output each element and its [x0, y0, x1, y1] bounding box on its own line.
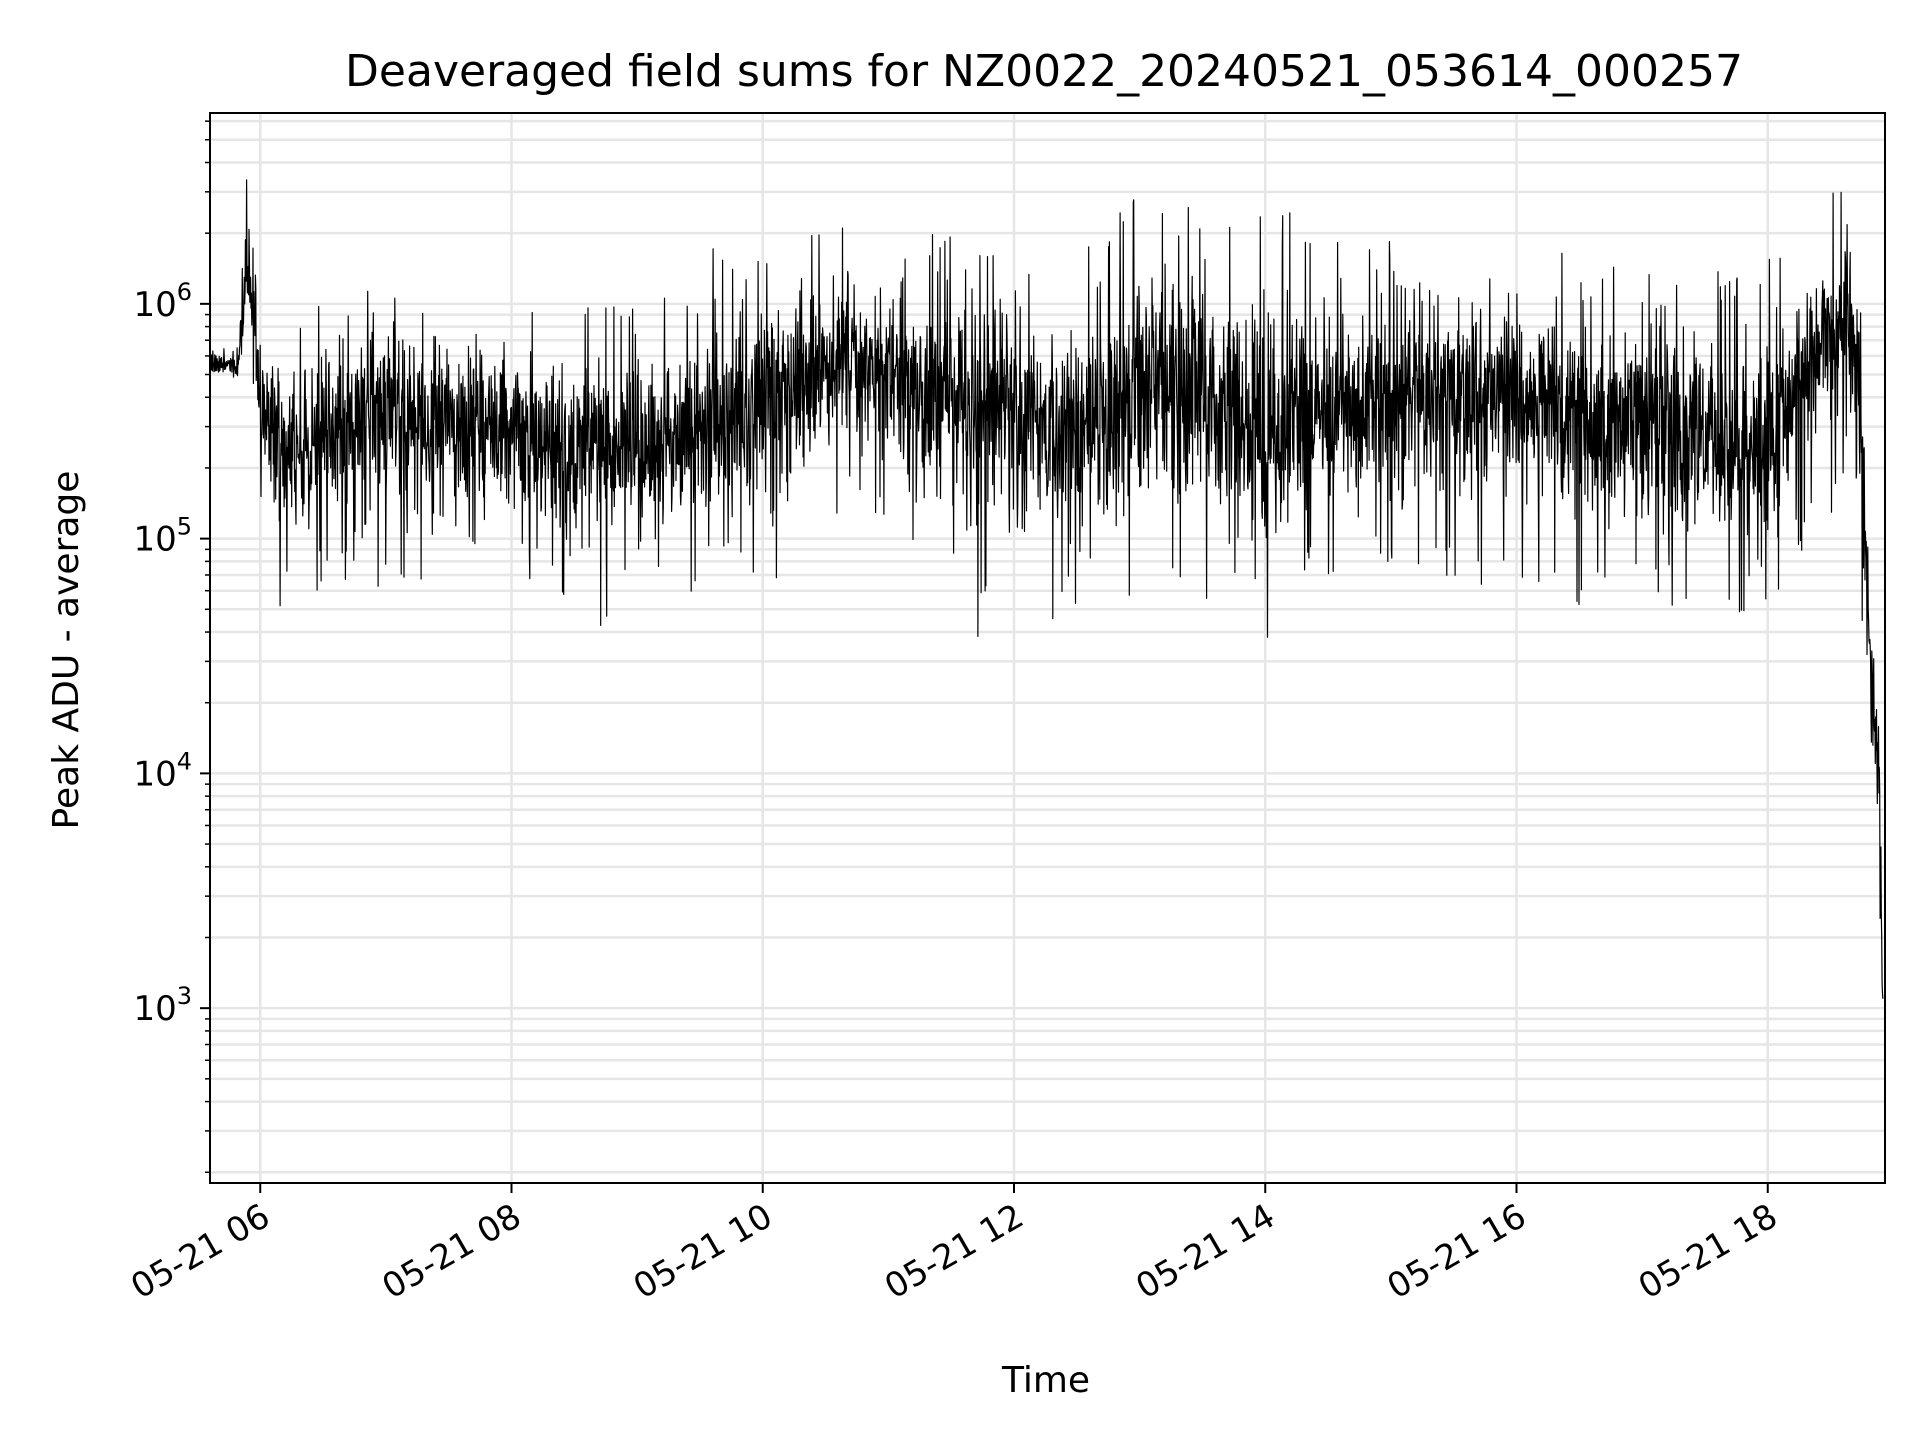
data-trace	[209, 179, 1884, 999]
y-axis-label: Peak ADU - average	[46, 471, 87, 830]
x-axis-label: Time	[1001, 1360, 1090, 1401]
grid	[210, 113, 1885, 1183]
plot-frame	[209, 112, 1886, 1184]
chart-title: Deaveraged field sums for NZ0022_2024052…	[345, 46, 1743, 97]
series-line	[209, 179, 1884, 999]
